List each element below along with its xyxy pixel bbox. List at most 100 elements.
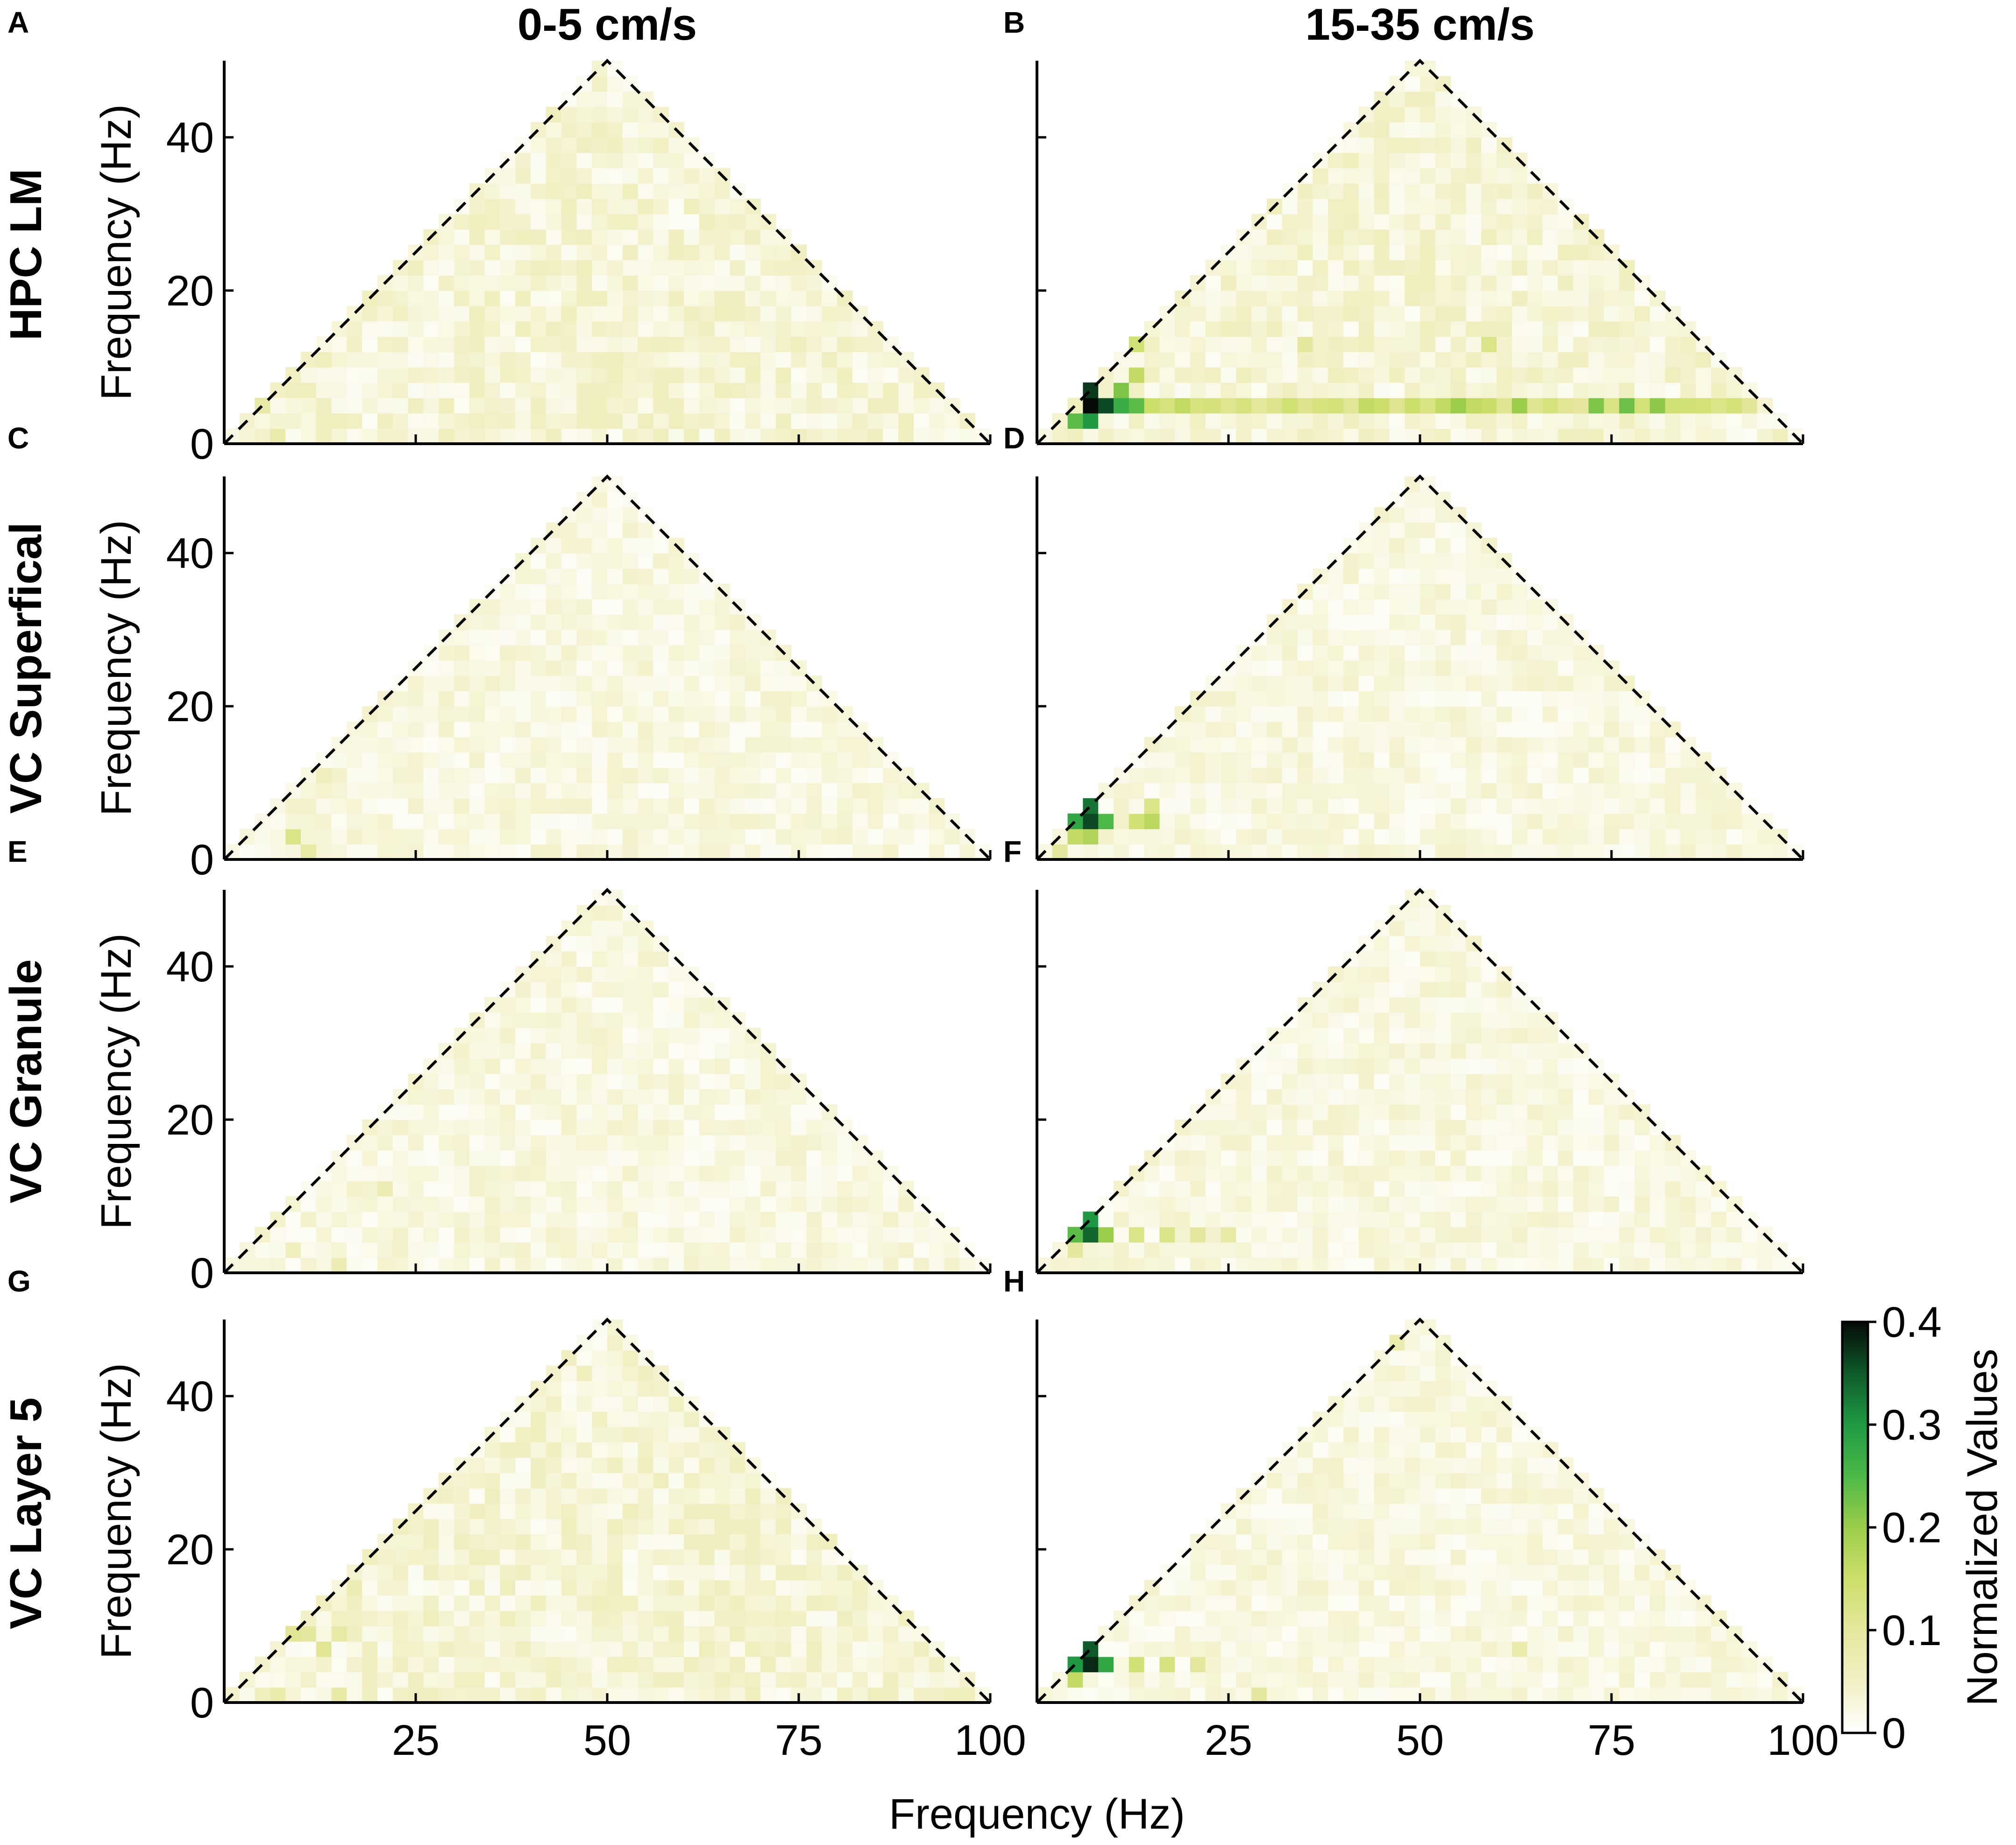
heatmap-cell (684, 1073, 700, 1090)
heatmap-cell (1481, 1211, 1497, 1228)
heatmap-cell (484, 1012, 501, 1028)
heatmap-cell (1435, 275, 1451, 291)
heatmap-cell (331, 783, 348, 799)
heatmap-cell (546, 966, 562, 982)
heatmap-cell (653, 813, 669, 830)
heatmap-cell (1343, 1641, 1359, 1657)
y-tick-label: 0 (190, 1249, 214, 1297)
heatmap-cell (1313, 1150, 1328, 1166)
heatmap-cell (1450, 1641, 1467, 1657)
heatmap-cell (1420, 966, 1436, 982)
heatmap-cell (1297, 229, 1313, 245)
heatmap-cell (1114, 813, 1129, 830)
heatmap-cell (730, 1580, 745, 1596)
heatmap-cell (439, 813, 454, 830)
heatmap-cell (1159, 798, 1175, 814)
heatmap-cell (653, 1104, 669, 1120)
panel-letter: B (1003, 6, 1025, 39)
heatmap-cell (347, 752, 362, 768)
heatmap-cell (914, 813, 930, 830)
heatmap-cell (622, 199, 639, 214)
heatmap-cell (1420, 1687, 1436, 1703)
heatmap-cell (714, 1442, 731, 1458)
heatmap-cell (1450, 1687, 1467, 1703)
heatmap-cell (668, 291, 684, 306)
heatmap-cell (699, 1058, 715, 1074)
heatmap-cell (1205, 1656, 1221, 1673)
heatmap-cell (1358, 1242, 1375, 1258)
heatmap-cell (439, 737, 454, 753)
heatmap-cell (1328, 829, 1344, 844)
heatmap-cell (515, 783, 531, 799)
heatmap-cell (1236, 1227, 1252, 1243)
heatmap-cell (1374, 1242, 1390, 1258)
heatmap-cell (316, 1611, 332, 1626)
heatmap-cell (699, 1580, 715, 1596)
heatmap-cell (408, 1227, 424, 1243)
heatmap-cell (1343, 260, 1359, 276)
heatmap-cell (454, 1519, 470, 1534)
heatmap-cell (1328, 737, 1344, 753)
heatmap-cell (1313, 291, 1328, 306)
heatmap-cell (730, 767, 745, 783)
heatmap-cell (760, 706, 776, 722)
heatmap-cell (668, 152, 684, 169)
heatmap-cell (1114, 397, 1129, 414)
heatmap-cell (1297, 367, 1313, 383)
heatmap-cell (1450, 1028, 1467, 1043)
heatmap-cell (1282, 1611, 1298, 1626)
heatmap-cell (392, 1672, 409, 1688)
heatmap-cell (653, 583, 669, 600)
heatmap-cell (469, 1135, 485, 1151)
heatmap-cell (622, 783, 639, 799)
heatmap-cell (668, 260, 684, 276)
heatmap-cell (1711, 829, 1727, 844)
heatmap-cell (714, 1473, 731, 1489)
heatmap-cell (914, 382, 930, 398)
heatmap-cell (592, 106, 608, 122)
heatmap-cell (714, 599, 731, 615)
heatmap-cell (1573, 275, 1589, 291)
heatmap-cell (791, 413, 807, 429)
heatmap-cell (1466, 199, 1482, 214)
heatmap-cell (1481, 1242, 1497, 1258)
heatmap-cell (1573, 783, 1589, 799)
heatmap-cell (561, 413, 577, 429)
heatmap-cell (775, 1120, 792, 1135)
heatmap-cell (622, 507, 639, 523)
heatmap-cell (1267, 691, 1283, 707)
heatmap-cell (331, 382, 348, 398)
heatmap-cell (653, 1549, 669, 1565)
heatmap-cell (822, 321, 838, 337)
heatmap-cell (469, 260, 485, 276)
heatmap-cell (1282, 1656, 1298, 1673)
heatmap-cell (515, 1672, 531, 1688)
heatmap-cell (392, 1257, 409, 1273)
heatmap-cell (454, 1488, 470, 1504)
heatmap-cell (347, 1181, 362, 1197)
heatmap-cell (668, 1442, 684, 1458)
heatmap-cell (775, 1089, 792, 1105)
heatmap-cell (1282, 1089, 1298, 1105)
heatmap-cell (576, 1564, 592, 1581)
heatmap-cell (1512, 321, 1528, 337)
heatmap-cell (423, 397, 439, 414)
heatmap-cell (1313, 1196, 1328, 1212)
heatmap-cell (546, 1257, 562, 1273)
heatmap-cell (898, 413, 914, 429)
heatmap-cell (1527, 1580, 1543, 1596)
heatmap-cell (1497, 1580, 1512, 1596)
heatmap-cell (392, 1211, 409, 1228)
heatmap-cell (1604, 275, 1620, 291)
heatmap-cell (1420, 122, 1436, 138)
heatmap-cell (1358, 428, 1375, 444)
heatmap-cell (1205, 737, 1221, 753)
heatmap-cell (347, 737, 362, 753)
heatmap-cell (454, 1211, 470, 1228)
heatmap-cell (1450, 305, 1467, 322)
heatmap-cell (1650, 336, 1666, 352)
heatmap-cell (1328, 1012, 1344, 1028)
heatmap-cell (684, 336, 700, 352)
heatmap-cell (469, 798, 485, 814)
